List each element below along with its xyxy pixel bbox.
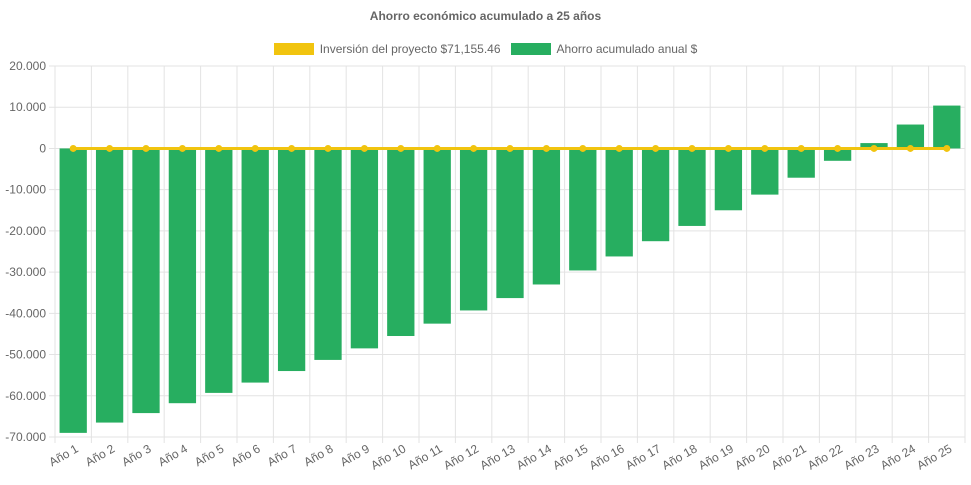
investment-point — [288, 144, 296, 152]
y-tick-label: 20.000 — [9, 59, 46, 73]
savings-bar — [641, 148, 670, 242]
y-tick-label: 0 — [39, 141, 46, 155]
y-tick-label: -30.000 — [5, 265, 46, 279]
y-tick-label: 10.000 — [9, 100, 46, 114]
savings-bar — [532, 148, 561, 285]
x-tick-label: Año 25 — [914, 441, 954, 472]
x-tick-label: Año 16 — [587, 441, 627, 472]
investment-point — [506, 144, 514, 152]
investment-point — [615, 144, 623, 152]
investment-point — [215, 144, 223, 152]
x-tick-label: Año 5 — [192, 441, 226, 469]
x-tick-label: Año 22 — [805, 441, 845, 472]
investment-point — [834, 144, 842, 152]
y-tick-label: -10.000 — [5, 183, 46, 197]
y-tick-label: -40.000 — [5, 306, 46, 320]
savings-bar — [277, 148, 306, 372]
savings-bar — [95, 148, 124, 423]
x-tick-label: Año 14 — [514, 441, 554, 472]
x-tick-label: Año 21 — [769, 441, 809, 472]
legend-swatch-investment — [273, 43, 314, 55]
investment-point — [761, 144, 769, 152]
chart-legend: Inversión del proyecto $71,155.46 Ahorro… — [0, 42, 971, 56]
x-tick-label: Año 24 — [878, 441, 918, 472]
savings-bar — [387, 148, 415, 337]
savings-bar — [678, 148, 706, 226]
investment-point — [142, 144, 150, 152]
x-tick-label: Año 3 — [119, 441, 153, 469]
x-tick-label: Año 11 — [406, 441, 445, 472]
investment-point — [579, 144, 587, 152]
savings-bar — [569, 148, 597, 271]
savings-bar — [896, 124, 925, 149]
investment-point — [397, 144, 405, 152]
savings-bar — [605, 148, 633, 257]
x-tick-label: Año 18 — [660, 441, 700, 472]
savings-bar — [423, 148, 451, 324]
y-tick-label: -50.000 — [5, 348, 46, 362]
savings-bar — [496, 148, 524, 299]
savings-bar — [205, 148, 233, 393]
x-tick-label: Año 7 — [265, 441, 299, 469]
legend-label-savings: Ahorro acumulado anual $ — [556, 42, 698, 56]
x-tick-label: Año 20 — [732, 441, 772, 472]
investment-point — [652, 144, 660, 152]
investment-point — [688, 144, 696, 152]
savings-bar — [787, 148, 815, 178]
x-tick-label: Año 4 — [156, 441, 190, 469]
investment-point — [433, 144, 441, 152]
y-tick-label: -60.000 — [5, 389, 46, 403]
bars-layer — [59, 105, 961, 433]
investment-point — [324, 144, 332, 152]
savings-bar — [350, 148, 379, 349]
savings-bar — [132, 148, 160, 414]
x-tick-label: Año 6 — [229, 441, 263, 469]
savings-bar — [459, 148, 488, 311]
investment-point — [470, 144, 478, 152]
investment-point — [178, 144, 186, 152]
legend-swatch-savings — [510, 43, 551, 55]
savings-bar — [823, 148, 852, 161]
x-tick-label: Año 15 — [550, 441, 590, 472]
investment-point — [870, 144, 878, 152]
savings-bar — [714, 148, 743, 211]
savings-bar — [751, 148, 779, 195]
x-tick-label: Año 23 — [842, 441, 882, 472]
investment-point — [251, 144, 259, 152]
x-tick-label: Año 17 — [623, 441, 663, 472]
chart-title: Ahorro económico acumulado a 25 años — [369, 9, 602, 23]
legend-item-savings[interactable]: Ahorro acumulado anual $ — [510, 42, 698, 56]
savings-bar — [933, 105, 961, 149]
investment-point — [106, 144, 114, 152]
investment-point — [797, 144, 805, 152]
x-tick-label: Año 1 — [47, 441, 81, 469]
line-layer — [69, 144, 951, 152]
y-tick-label: -70.000 — [5, 430, 46, 444]
x-tick-label: Año 19 — [696, 441, 736, 472]
x-tick-label: Año 12 — [441, 441, 481, 472]
x-tick-label: Año 9 — [338, 441, 372, 469]
investment-point — [360, 144, 368, 152]
x-tick-label: Año 10 — [368, 441, 408, 472]
x-tick-label: Año 2 — [83, 441, 117, 469]
savings-bar — [168, 148, 197, 404]
y-tick-label: -20.000 — [5, 224, 46, 238]
investment-point — [542, 144, 550, 152]
investment-point — [906, 144, 914, 152]
savings-bar — [59, 148, 87, 433]
investment-point — [724, 144, 732, 152]
investment-point — [943, 144, 951, 152]
legend-item-investment[interactable]: Inversión del proyecto $71,155.46 — [273, 42, 501, 56]
x-tick-label: Año 8 — [301, 441, 335, 469]
x-tick-label: Año 13 — [478, 441, 518, 472]
savings-bar — [241, 148, 269, 383]
investment-point — [69, 144, 77, 152]
legend-label-investment: Inversión del proyecto $71,155.46 — [319, 42, 501, 56]
savings-bar — [314, 148, 342, 360]
